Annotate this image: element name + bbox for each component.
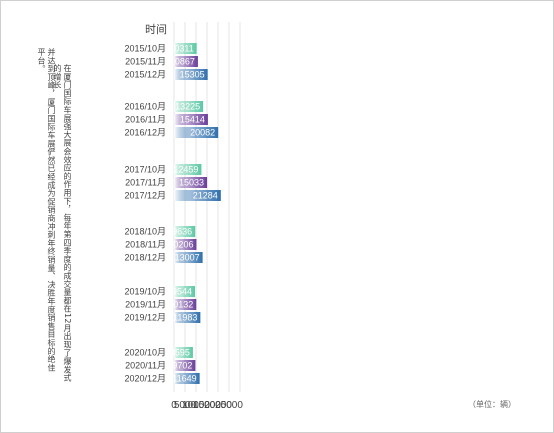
category-label: 2015/10月 (124, 44, 166, 54)
bar-2018/11月 (174, 239, 197, 250)
data-label: 10867 (170, 57, 195, 67)
data-label: 9544 (172, 287, 192, 297)
data-label: 15305 (180, 70, 205, 80)
data-label: 15033 (179, 178, 204, 188)
bar-2019/10月 (174, 286, 195, 297)
category-label: 2016/11月 (125, 115, 166, 125)
bar-2020/11月 (174, 360, 196, 371)
x-tick-label: 5000 (174, 400, 197, 411)
bar-2015/11月 (174, 56, 198, 67)
category-label: 2015/12月 (124, 70, 166, 80)
side-text-left: 并达到顶峰，厦门国际车展俨然已经成为促销商冲刺年终销量、决胜年度销售目标的绝佳平… (37, 48, 56, 372)
data-label: 9702 (172, 361, 192, 371)
data-label: 20082 (190, 128, 215, 138)
category-label: 2019/11月 (125, 300, 166, 310)
data-label: 15414 (180, 115, 205, 125)
bar-2016/11月 (174, 114, 208, 125)
bar-2016/10月 (174, 101, 204, 112)
bar-2017/11月 (174, 177, 208, 188)
data-label: 9636 (172, 227, 192, 237)
data-label: 10311 (169, 44, 193, 54)
x-tick-label: 25000 (215, 400, 243, 411)
category-label: 2020/12月 (124, 374, 166, 384)
data-label: 11983 (173, 313, 197, 323)
unit-label: （单位：辆） (468, 399, 516, 409)
data-label: 13225 (175, 102, 200, 112)
bar-2020/10月 (174, 347, 193, 358)
data-label: 10132 (168, 300, 193, 310)
bar-2017/10月 (174, 164, 202, 175)
side-text-right: 在厦门国际车展强大展会效应的作用下，每年第四季度的成交量都在12月出现了爆发式的… (53, 64, 72, 382)
data-label: 12459 (173, 165, 198, 175)
category-label: 2016/12月 (124, 128, 166, 138)
bar-2019/11月 (174, 299, 197, 310)
bar-2015/12月 (174, 69, 208, 80)
bar-2018/12月 (174, 252, 203, 263)
category-label: 2020/10月 (124, 348, 166, 358)
x-tick-label: 0 (171, 400, 177, 411)
category-label: 2017/12月 (124, 191, 166, 201)
data-label: 21284 (193, 191, 218, 201)
category-label: 2015/11月 (125, 57, 166, 67)
data-label: 10206 (168, 240, 193, 250)
category-label: 2017/10月 (124, 165, 166, 175)
data-label: 13007 (175, 253, 200, 263)
bar-2015/10月 (174, 43, 197, 54)
category-label: 2018/10月 (124, 227, 166, 237)
category-label: 2019/10月 (124, 287, 166, 297)
bar-2020/12月 (174, 373, 200, 384)
category-label: 2018/11月 (125, 240, 166, 250)
category-label: 2016/10月 (124, 102, 166, 112)
category-label: 2019/12月 (124, 313, 166, 323)
x-tick-label: 10000 (182, 400, 210, 411)
bar-2017/12月 (174, 190, 221, 201)
bar-2016/12月 (174, 127, 219, 138)
bar-2019/12月 (174, 312, 201, 323)
category-label: 2017/11月 (125, 178, 166, 188)
y-axis-title: 时间 (145, 23, 167, 36)
x-tick-label: 20000 (204, 400, 232, 411)
category-label: 2020/11月 (125, 361, 166, 371)
x-tick-label: 15000 (193, 400, 221, 411)
data-label: 11649 (172, 374, 196, 384)
bar-2018/10月 (174, 226, 196, 237)
category-label: 2018/12月 (124, 253, 166, 263)
data-label: 8595 (170, 348, 190, 358)
